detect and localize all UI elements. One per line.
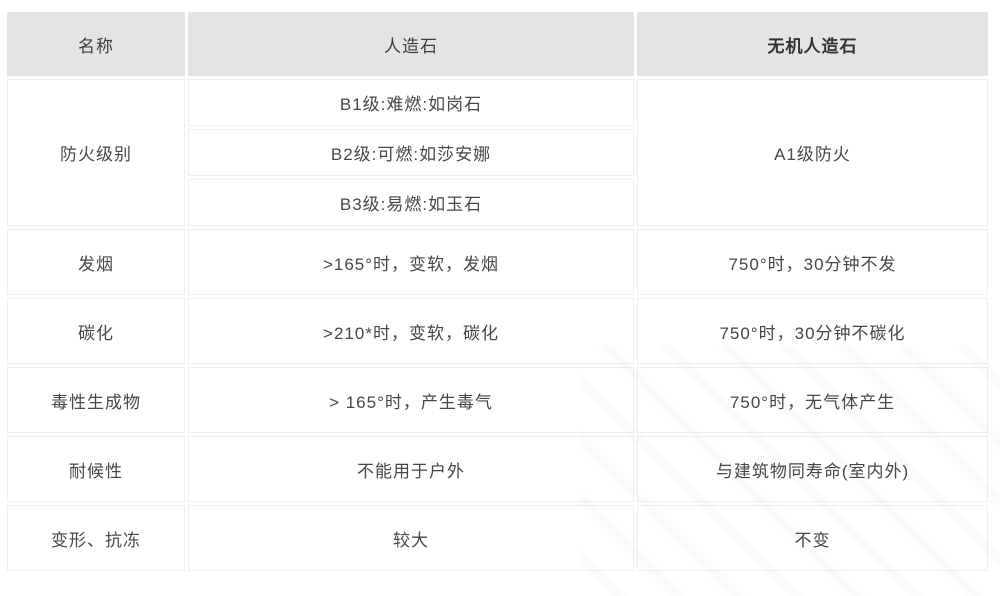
row-inorganic-value: 750°时，30分钟不发 <box>637 229 988 295</box>
fire-rating-b3-cell: B3级:易燃:如玉石 <box>188 179 634 226</box>
fire-rating-row-b3: B3级:易燃:如玉石 <box>7 179 988 226</box>
row-inorganic-value: 750°时，30分钟不碳化 <box>637 298 988 364</box>
row-artificial-value: >165°时，变软，发烟 <box>188 229 634 295</box>
fire-rating-inorganic-cell: A1级防火 <box>637 79 988 226</box>
table-row-carbonization: 碳化 >210*时，变软，碳化 750°时，30分钟不碳化 <box>7 298 988 364</box>
row-artificial-value: 不能用于户外 <box>188 436 634 502</box>
table-row-deformation-frost: 变形、抗冻 较大 不变 <box>7 505 988 571</box>
row-label: 发烟 <box>7 229 185 295</box>
table-row-smoke: 发烟 >165°时，变软，发烟 750°时，30分钟不发 <box>7 229 988 295</box>
fire-rating-b1-cell: B1级:难燃:如岗石 <box>188 79 634 126</box>
fire-rating-b2-cell: B2级:可燃:如莎安娜 <box>188 129 634 176</box>
row-label: 耐候性 <box>7 436 185 502</box>
fire-rating-row-b2: B2级:可燃:如莎安娜 <box>7 129 988 176</box>
fire-rating-row-b1: 防火级别 B1级:难燃:如岗石 A1级防火 <box>7 79 988 226</box>
fire-rating-label: 防火级别 <box>7 79 185 226</box>
header-cell-name: 名称 <box>7 12 185 76</box>
row-inorganic-value: 不变 <box>637 505 988 571</box>
header-cell-artificial-stone: 人造石 <box>188 12 634 76</box>
row-artificial-value: > 165°时，产生毒气 <box>188 367 634 433</box>
row-artificial-value: 较大 <box>188 505 634 571</box>
header-cell-inorganic-stone: 无机人造石 <box>637 12 988 76</box>
row-inorganic-value: 750°时，无气体产生 <box>637 367 988 433</box>
row-inorganic-value: 与建筑物同寿命(室内外) <box>637 436 988 502</box>
row-label: 变形、抗冻 <box>7 505 185 571</box>
row-label: 毒性生成物 <box>7 367 185 433</box>
comparison-table: 名称 人造石 无机人造石 防火级别 B1级:难燃:如岗石 A1级防火 B2级:可… <box>4 9 991 574</box>
header-row: 名称 人造石 无机人造石 <box>7 12 988 76</box>
table-row-weather-resistance: 耐候性 不能用于户外 与建筑物同寿命(室内外) <box>7 436 988 502</box>
table-row-toxic-product: 毒性生成物 > 165°时，产生毒气 750°时，无气体产生 <box>7 367 988 433</box>
row-label: 碳化 <box>7 298 185 364</box>
row-artificial-value: >210*时，变软，碳化 <box>188 298 634 364</box>
page: 名称 人造石 无机人造石 防火级别 B1级:难燃:如岗石 A1级防火 B2级:可… <box>0 9 1000 596</box>
